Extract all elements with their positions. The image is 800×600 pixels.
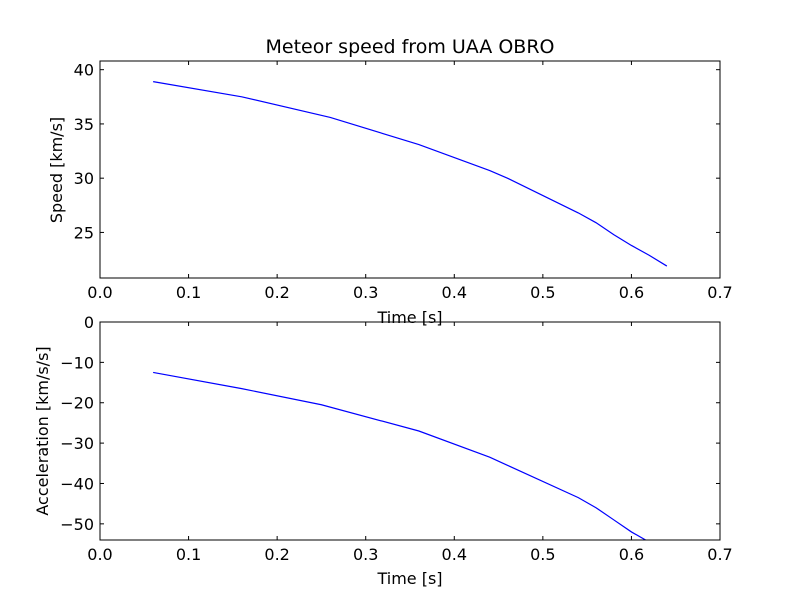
acceleration-chart-y-tick-label: −20 [60,394,94,413]
speed-chart-x-tick-label: 0.0 [87,283,112,302]
acceleration-chart-ticks: 0.0 0.1 0.2 0.3 0.4 0.5 0.6 0.7 0 −10 −20 −30 −40 −50 [60,313,732,564]
acceleration-chart-ylabel: Acceleration [km/s/s] [33,346,52,515]
acceleration-chart-x-tick-label: 0.3 [353,545,378,564]
speed-chart-ticks: 0.0 0.1 0.2 0.3 0.4 0.5 0.6 0.7 25 30 35 40 [74,61,733,302]
speed-chart-frame [99,60,721,279]
acceleration-chart-x-tick-label: 0.2 [264,545,289,564]
acceleration-chart-x-tick-label: 0.4 [442,545,467,564]
acceleration-chart-x-tick-label: 0.5 [530,545,555,564]
speed-chart-plot-area [153,81,668,267]
speed-chart-x-tick-label: 0.5 [530,283,555,302]
speed-chart-series-line [153,81,668,267]
acceleration-chart-x-tick-label: 0.7 [707,545,732,564]
acceleration-chart-y-tick-label: −30 [60,434,94,453]
acceleration-chart-y-tick-label: −50 [60,515,94,534]
speed-chart-x-tick-label: 0.6 [619,283,644,302]
speed-chart-x-tick-label: 0.1 [176,283,201,302]
speed-chart-title: Meteor speed from UAA OBRO [265,36,554,58]
speed-chart-x-tick-label: 0.3 [353,283,378,302]
speed-chart-x-tick-label: 0.7 [707,283,732,302]
speed-chart-y-tick-label: 30 [74,169,94,188]
speed-chart-y-tick-label: 35 [74,115,94,134]
speed-chart: Meteor speed from UAA OBRO 0.0 0.1 0.2 0.3 0… [47,36,733,327]
acceleration-chart-xlabel: Time [s] [376,569,442,588]
acceleration-chart-y-tick-label: −40 [60,474,94,493]
acceleration-chart-plot-area [153,371,647,540]
acceleration-chart-y-tick-label: 0 [84,313,94,332]
acceleration-chart-series-line [153,371,647,540]
speed-chart-ylabel: Speed [km/s] [47,117,66,223]
acceleration-chart-frame [99,321,721,541]
speed-chart-y-tick-label: 25 [74,223,94,242]
speed-chart-y-tick-label: 40 [74,61,94,80]
acceleration-chart-x-tick-label: 0.6 [619,545,644,564]
acceleration-chart: 0.0 0.1 0.2 0.3 0.4 0.5 0.6 0.7 0 −10 −20 −30 −40 −50… [33,313,733,588]
speed-chart-x-tick-label: 0.2 [264,283,289,302]
speed-chart-x-tick-label: 0.4 [442,283,467,302]
acceleration-chart-x-tick-label: 0.0 [87,545,112,564]
acceleration-chart-y-tick-label: −10 [60,353,94,372]
acceleration-chart-x-tick-label: 0.1 [176,545,201,564]
speed-chart-xlabel: Time [s] [376,308,442,327]
